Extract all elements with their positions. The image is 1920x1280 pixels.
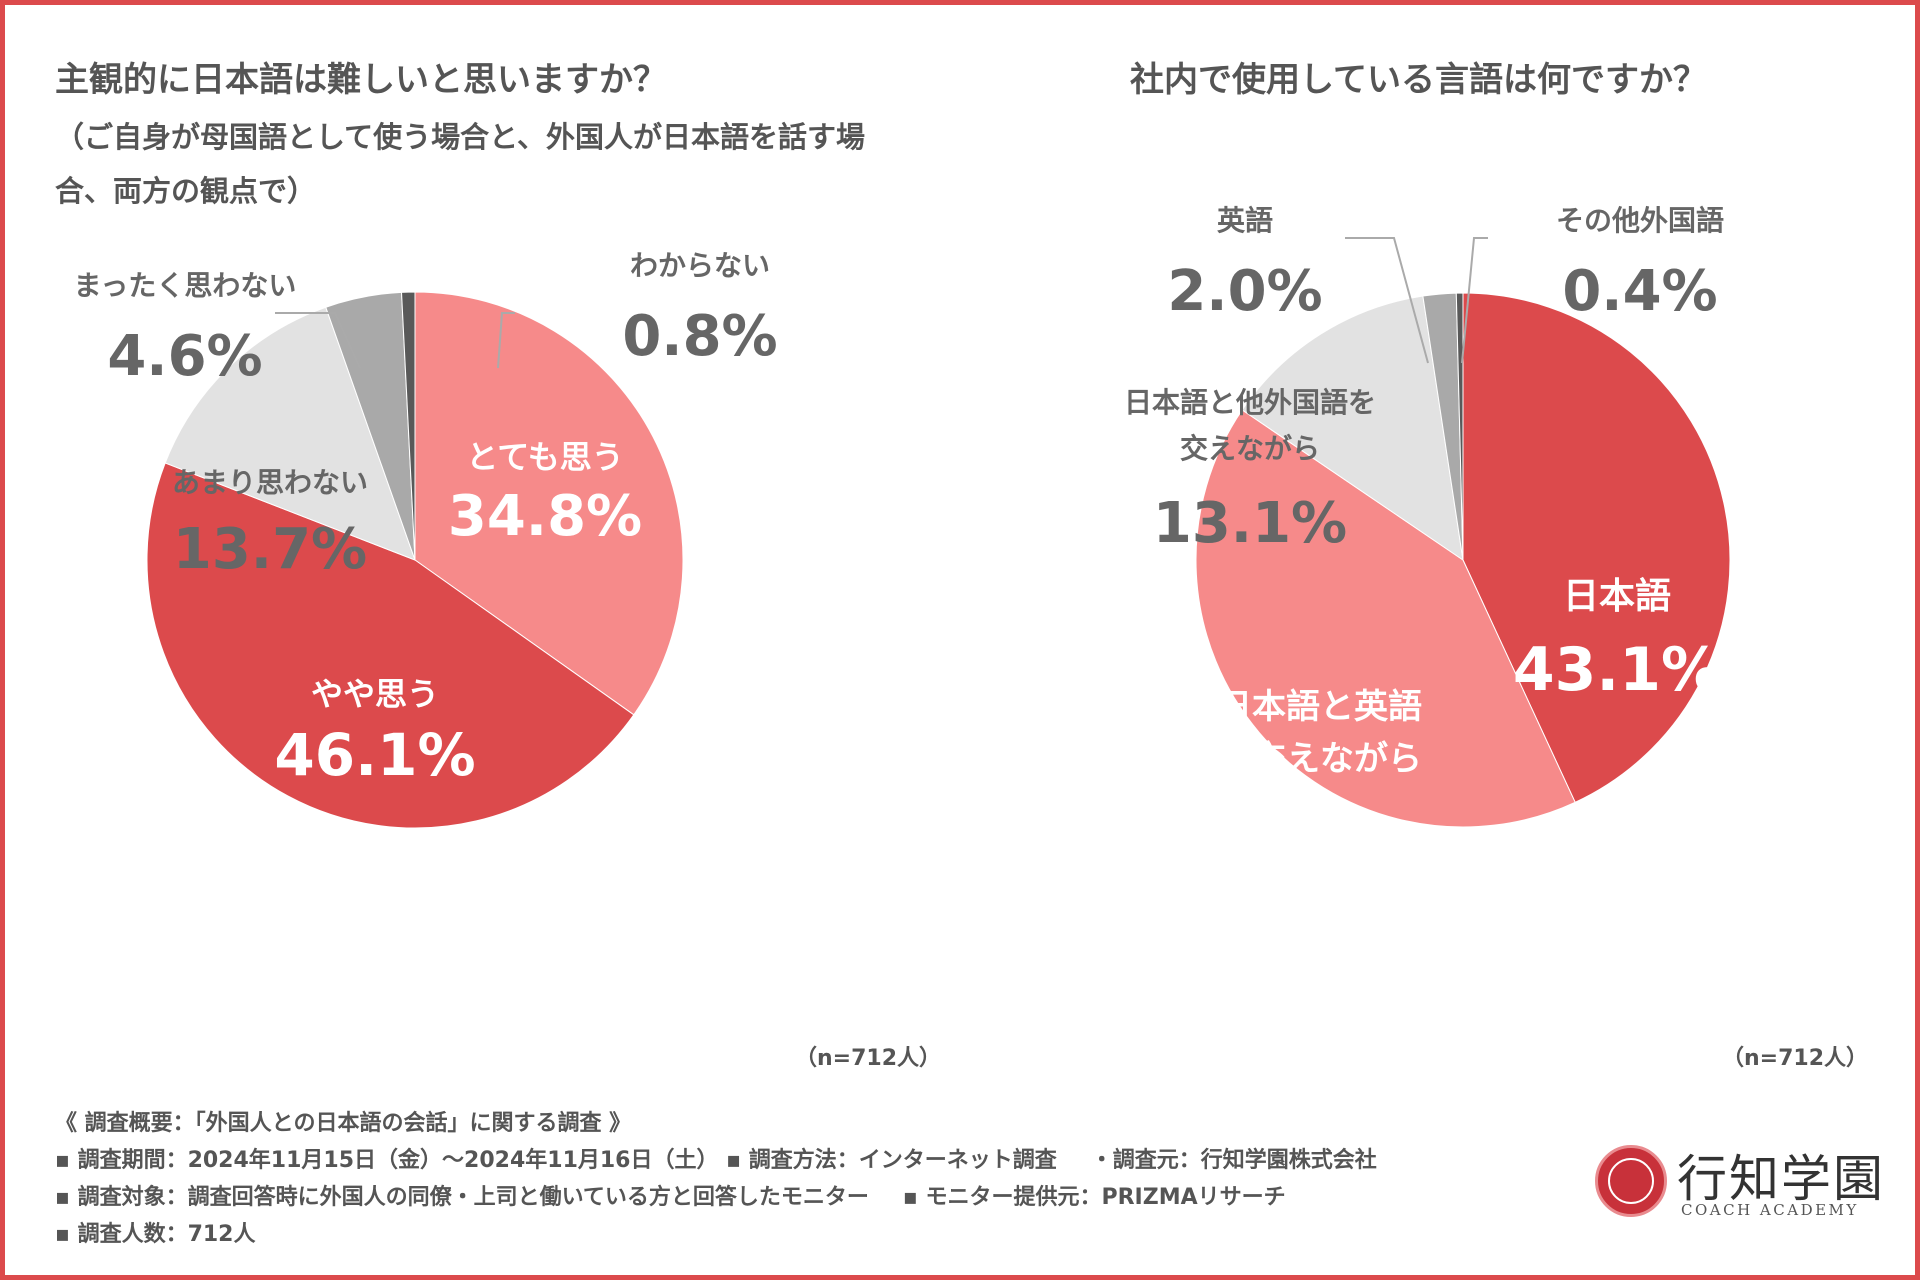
chart2-value-3: 13.1%	[1153, 491, 1347, 556]
survey-count: ▪ 調査人数：712人	[55, 1222, 256, 1247]
chart2-label-3: 交えながら	[1180, 432, 1320, 465]
logo-name: 行知学園	[1677, 1150, 1885, 1208]
chart1-slice-2	[146, 462, 635, 829]
monitor-provider: ▪ モニター提供元：PRIZMAリサーチ	[902, 1185, 1286, 1210]
chart1-leader-line-5	[497, 312, 515, 369]
survey-period: ▪ 調査期間：2024年11月15日（金）〜2024年11月16日（土）	[55, 1148, 719, 1173]
chart1-value-1: 34.8%	[448, 484, 642, 549]
left-chart-subtitle: （ご自身が母国語として使う場合と、外国人が日本語を話す場合、両方の観点で）	[55, 120, 865, 208]
chart2-value-2: 41.4%	[1219, 814, 1420, 882]
chart2-value-1: 43.1%	[1513, 635, 1721, 705]
chart1-label-4: まったく思わない	[74, 269, 297, 302]
chart2-slice-1	[1462, 292, 1731, 803]
summary-line-2: ▪ 調査対象：調査回答時に外国人の同僚・上司と働いている方と回答したモニター ▪ …	[55, 1179, 1377, 1216]
chart2-leader-line-4	[1345, 237, 1429, 364]
left-sample-size: （n=712人）	[795, 1046, 942, 1071]
chart1-label-3: あまり思わない	[172, 466, 368, 499]
chart1-value-4: 4.6%	[107, 324, 262, 389]
chart2-leader-line-5	[1461, 237, 1488, 364]
summary-heading: 《 調査概要：「外国人との日本語の会話」に関する調査 》	[55, 1111, 632, 1136]
chart1-label-1: とても思う	[466, 438, 623, 476]
chart1-slice-1	[414, 291, 684, 716]
survey-summary: 《 調査概要：「外国人との日本語の会話」に関する調査 》 ▪ 調査期間：2024…	[55, 1105, 1377, 1253]
chart1-value-5: 0.8%	[622, 304, 777, 369]
chart1-label-2: やや思う	[311, 675, 439, 713]
chart2-slice-2	[1195, 409, 1576, 828]
chart2-label-2: 日本語と英語	[1218, 687, 1422, 727]
right-chart-title: 社内で使用している言語は何ですか？	[1130, 60, 1707, 100]
chart1-slice-5	[401, 291, 416, 561]
summary-line-1: ▪ 調査期間：2024年11月15日（金）〜2024年11月16日（土） ▪ 調…	[55, 1142, 1377, 1179]
chart2-label-5: その他外国語	[1556, 204, 1724, 237]
chart2-label-2: を交えながら	[1218, 739, 1422, 779]
chart2-label-1: 日本語	[1563, 576, 1671, 617]
logo-subtitle: COACH ACADEMY	[1681, 1201, 1859, 1219]
chart1-leader-line-4	[275, 312, 361, 369]
chart1-slice-3	[164, 306, 416, 561]
chart1-label-5: わからない	[630, 249, 770, 282]
survey-method: ▪ 調査方法：インターネット調査	[726, 1148, 1057, 1173]
chart1-value-3: 13.7%	[173, 517, 367, 582]
chart2-value-4: 2.0%	[1167, 259, 1322, 324]
chart1-value-2: 46.1%	[274, 721, 475, 789]
tree-seal-icon	[1595, 1145, 1667, 1217]
survey-target: ▪ 調査対象：調査回答時に外国人の同僚・上司と働いている方と回答したモニター	[55, 1185, 869, 1210]
chart2-label-4: 英語	[1217, 204, 1273, 237]
chart2-value-5: 0.4%	[1562, 259, 1717, 324]
right-sample-size: （n=712人）	[1722, 1046, 1869, 1071]
survey-organizer: ・調査元：行知学園株式会社	[1090, 1148, 1377, 1173]
chart2-slice-3	[1241, 295, 1464, 562]
chart2-label-3: 日本語と他外国語を	[1124, 386, 1376, 419]
company-logo: 行知学園 COACH ACADEMY	[1595, 1143, 1895, 1223]
left-chart-title: 主観的に日本語は難しいと思いますか？	[55, 60, 667, 100]
